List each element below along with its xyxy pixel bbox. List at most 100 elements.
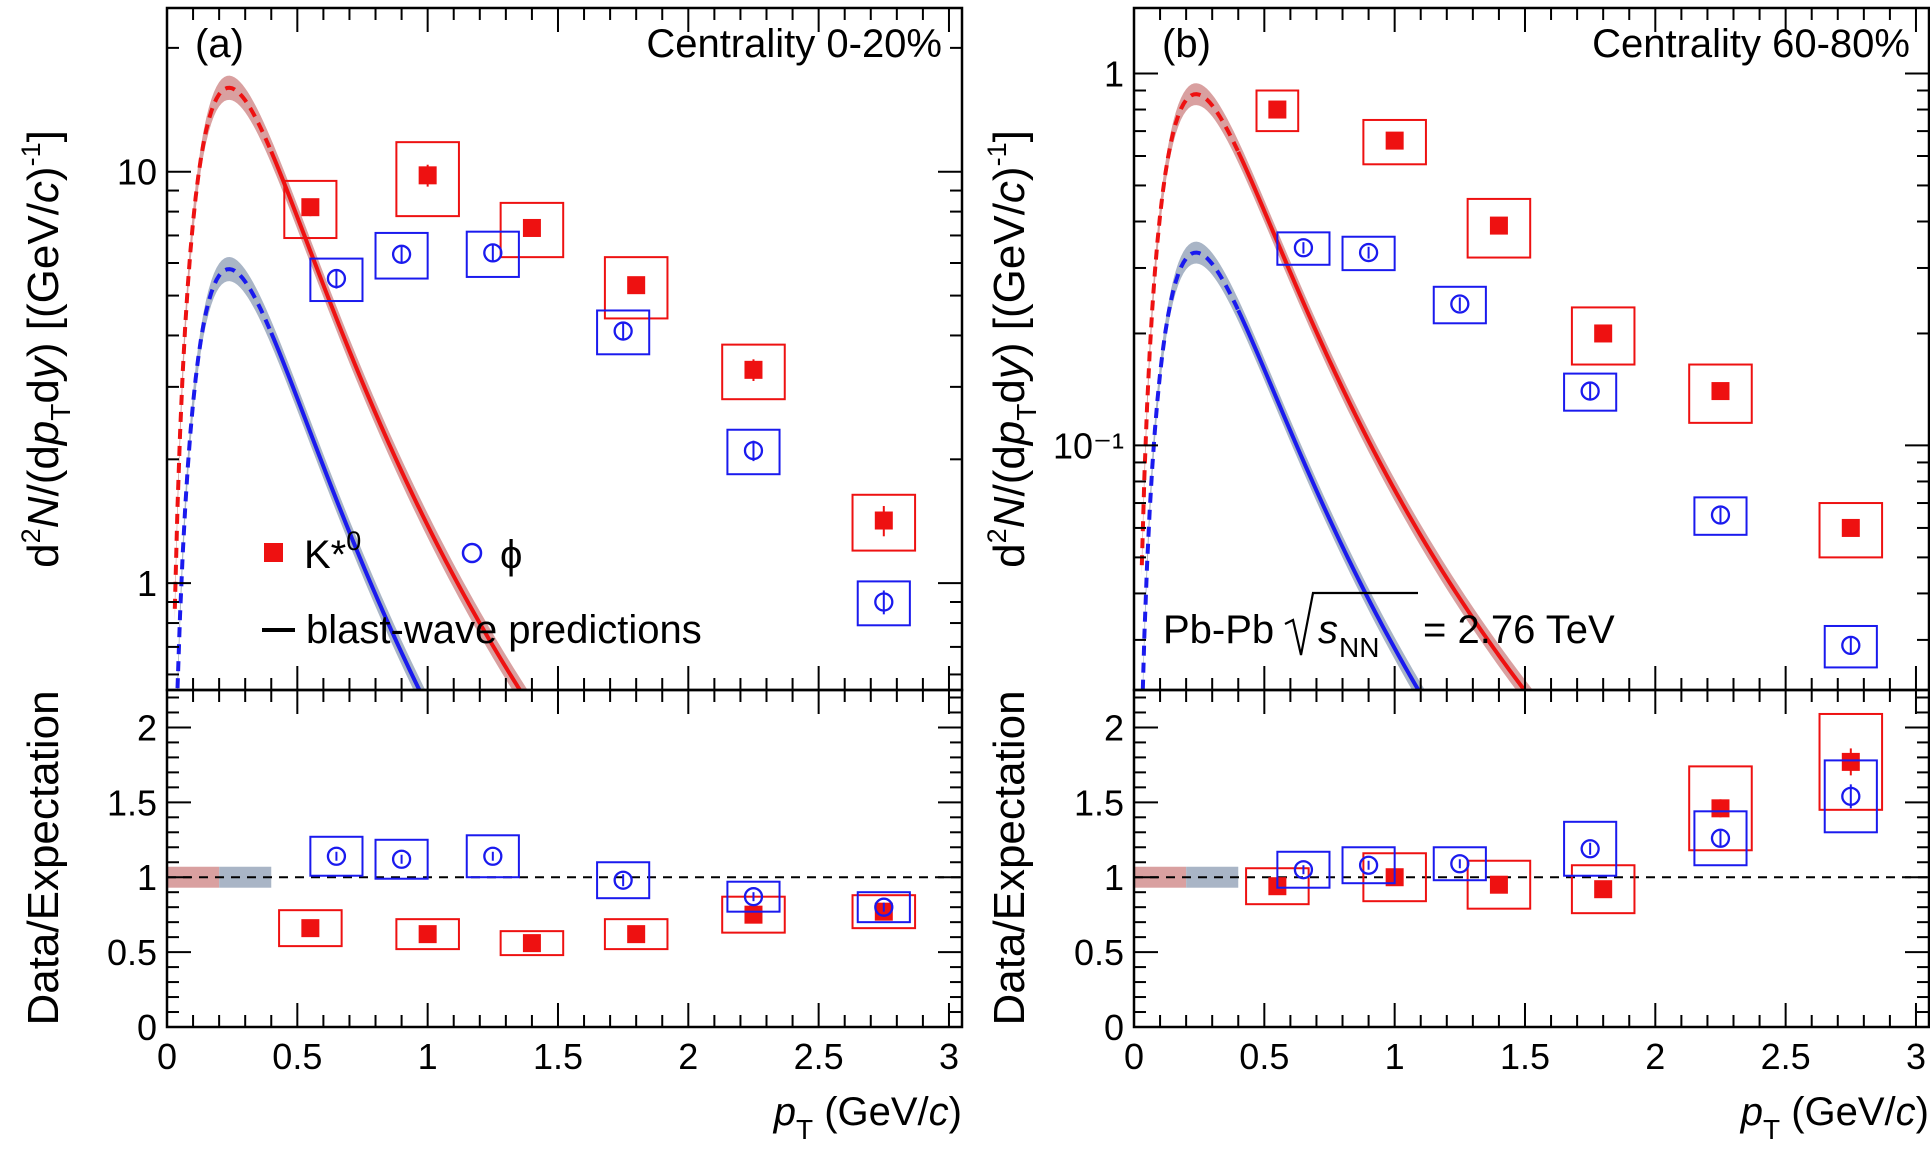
panel-a-bottom-x-tick-label: 0.5	[272, 1036, 322, 1077]
panel-b-top-kstar-sys-box	[1466, 197, 1532, 259]
panel-a-bottom-y-tick-label: 1.5	[107, 782, 157, 823]
panel-b-top-kstar-sys-box	[1688, 363, 1753, 424]
panel-b-bottom-phi-marker	[1841, 786, 1861, 806]
panel-a-bottom-x-tick-label: 1.5	[533, 1036, 583, 1077]
panel-b-top-kstar-marker	[1385, 131, 1404, 150]
panel-a-ratio: 0 0.5 1 1.5 2 0 0.5 1 1.5 2 2.5 3	[107, 688, 964, 1077]
panel-b-top-kstar-blast-wave-band	[1141, 83, 1533, 690]
panel-a-top-phi-marker	[743, 440, 764, 461]
panel-a-top-kstar-blast-wave-band	[174, 75, 528, 690]
panel-a-bottom-x-tick-label: 1	[418, 1036, 438, 1077]
x-axis-title-b: pT (GeV/c)	[1740, 1090, 1929, 1145]
panel-a-top-phi-sys-box	[374, 231, 429, 280]
panel-a-top-kstar-blast-wave-dashed	[172, 85, 274, 609]
panel-a-bottom-phi-marker	[613, 870, 633, 890]
panel-b-top-kstar-sys-box	[1570, 306, 1636, 366]
panel-b-top-kstar-marker	[1268, 100, 1287, 119]
panel-a-bottom-x-tick-label: 3	[939, 1036, 959, 1077]
panel-b-top-phi-marker	[1841, 635, 1861, 656]
panel-b-bottom-x-tick-label: 0.5	[1239, 1036, 1289, 1077]
panel-a-top-phi-marker	[874, 592, 894, 612]
panel-b-bottom-norm-box-phi	[1186, 866, 1239, 888]
system-s: s	[1318, 608, 1338, 652]
panel-a-bottom-phi-marker	[874, 897, 894, 917]
panel-b-bottom-phi-sys-box	[1341, 846, 1396, 885]
panel-b-bottom-phi-marker	[1580, 839, 1600, 859]
panel-b-bottom-phi-sys-box	[1276, 850, 1331, 889]
panel-b-bottom-kstar-sys-box	[1466, 859, 1532, 910]
panel-a-bottom-kstar-marker	[301, 919, 320, 938]
panel-b-bottom-kstar-marker	[1711, 799, 1730, 818]
panel-b-bottom-phi-sys-box	[1693, 810, 1748, 867]
panel-b-bottom-x-tick-label: 2.5	[1761, 1036, 1811, 1077]
panel-b-top-phi-sys-box	[1693, 496, 1748, 536]
panel-a-bottom-norm-box-phi	[219, 866, 272, 888]
panel-b-top-phi-marker	[1450, 294, 1470, 314]
panel-a-bottom-phi-sys-box	[596, 861, 651, 900]
panel-b-bottom-y-tick-label: 0	[1104, 1007, 1124, 1048]
panel-a-tag: (a)	[195, 22, 244, 66]
panel-b-bottom-phi-marker	[1710, 828, 1731, 848]
panel-b-bottom-x-tick-label: 3	[1906, 1036, 1926, 1077]
panel-b-tag: (b)	[1162, 22, 1211, 66]
panel-b-bottom-phi-marker	[1358, 855, 1379, 875]
panel-a-bottom-phi-marker	[483, 846, 503, 866]
sqrt-sign	[1284, 591, 1418, 656]
panel-a-top-kstar-sys-box	[395, 141, 460, 218]
panel-a-bottom-phi-marker	[391, 849, 412, 869]
panel-b-bottom-y-tick-label: 1	[1104, 857, 1124, 898]
panel-a-bottom-y-tick-label: 0.5	[107, 932, 157, 973]
panel-a-bottom-x-tick-label: 2	[678, 1036, 698, 1077]
panel-a-bottom-phi-sys-box	[856, 891, 911, 924]
panel-a-bottom-phi-marker	[743, 887, 764, 907]
legend-kstar-marker	[264, 543, 283, 562]
y-axis-title-a-top: d2N/(dpTdy) [(GeV/c)-1]	[16, 130, 76, 568]
legend: K*0 ϕ blast-wave predictions	[262, 526, 702, 652]
panel-a-top-kstar-blast-wave-line	[269, 150, 523, 690]
panel-a-bottom-x-tick-label: 2.5	[794, 1036, 844, 1077]
panel-a-title: Centrality 0-20%	[646, 22, 942, 66]
panel-a-top-y-tick-label: 1	[137, 563, 157, 604]
panel-a-bottom-kstar-marker	[418, 925, 437, 944]
panel-a-bottom-kstar-sys-box	[499, 930, 565, 957]
panel-a-top-kstar-marker	[627, 276, 646, 295]
panel-b-bottom-phi-marker	[1450, 854, 1470, 874]
panel-a-top-kstar-marker	[744, 360, 763, 379]
y-axis-title-b-bottom: Data/Expectation	[985, 690, 1034, 1025]
system-energy: = 2.76 TeV	[1423, 608, 1615, 652]
panel-b-top-kstar-sys-box	[1362, 118, 1427, 166]
panel-b-bottom-phi-marker	[1293, 860, 1314, 880]
panel-a-spectra: 1 10	[117, 6, 964, 692]
panel-a-top-phi-sys-box	[726, 428, 781, 476]
y-axis-title-b-top: d2N/(dpTdy) [(GeV/c)-1]	[982, 130, 1042, 568]
panel-b-top-kstar-marker	[1841, 518, 1860, 537]
panel-b-bottom-kstar-sys-box	[1818, 712, 1884, 811]
panel-a-bottom-y-tick-label: 0	[137, 1007, 157, 1048]
panel-b-top-phi-marker	[1580, 381, 1600, 401]
panel-b-top-kstar-blast-wave-dashed	[1139, 92, 1241, 566]
panel-b-bottom-phi-sys-box	[1823, 759, 1878, 834]
panel-b-bottom-kstar-marker	[1489, 875, 1508, 894]
panel-a-bottom-kstar-sys-box	[603, 918, 669, 951]
panel-b-ratio: 0 0.5 1 1.5 2 0 0.5 1 1.5 2 2.5 3	[1074, 688, 1930, 1077]
panel-b-bottom-phi-sys-box	[1563, 820, 1618, 877]
panel-a-top-kstar-marker	[874, 511, 893, 530]
panel-a-top-kstar-sys-box	[283, 179, 338, 240]
panel-a-top-kstar-sys-box	[721, 343, 786, 401]
legend-kstar-label: K*0	[304, 526, 361, 577]
panel-b-bottom-y-tick-label: 1.5	[1074, 782, 1124, 823]
panel-b-top-phi-marker	[1710, 505, 1731, 525]
panel-a-top-kstar-marker	[522, 218, 541, 237]
panel-a-bottom-phi-sys-box	[374, 838, 429, 880]
panel-b-bottom-y-tick-label: 2	[1104, 707, 1124, 748]
panel-a-bottom-phi-marker	[326, 846, 347, 866]
panel-b-bottom-norm-box-kstar	[1134, 866, 1187, 888]
panel-b-bottom-x-tick-label: 1	[1385, 1036, 1405, 1077]
panel-a-bottom-kstar-marker	[627, 925, 646, 944]
panel-b-top-kstar-marker	[1711, 382, 1730, 401]
panel-a-bottom-kstar-sys-box	[851, 894, 917, 930]
panel-b-bottom-x-tick-label: 0	[1124, 1036, 1144, 1077]
panel-a-top-kstar-marker	[301, 198, 320, 217]
panel-b-bottom-kstar-sys-box	[1570, 864, 1636, 915]
